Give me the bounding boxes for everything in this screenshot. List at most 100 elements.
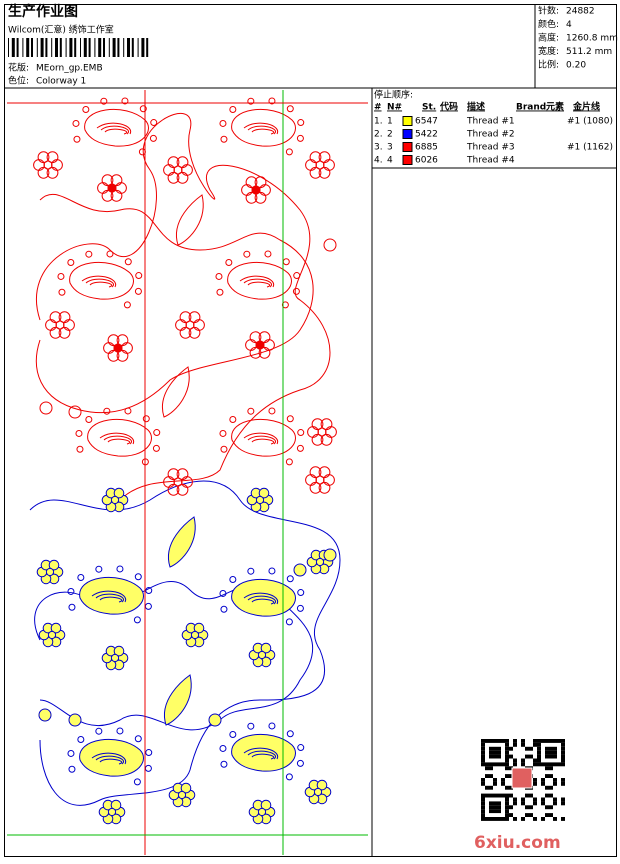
flower-center	[255, 495, 265, 505]
row-desc: Thread #4	[466, 156, 515, 166]
petal	[167, 156, 180, 169]
row-code: 6026	[415, 156, 438, 166]
petal	[258, 487, 270, 499]
dot	[293, 272, 301, 280]
barcode-bar	[80, 38, 81, 57]
petal	[58, 326, 71, 339]
qr-cell	[537, 739, 541, 743]
dot	[116, 565, 124, 573]
qr-cell	[545, 785, 549, 790]
outer-frame	[4, 4, 617, 857]
info-value: 511.2 mm	[566, 47, 612, 57]
column-header: 代码	[439, 101, 458, 113]
dot	[153, 429, 161, 437]
qr-cell	[533, 778, 537, 782]
qr-cell	[481, 739, 485, 743]
qr-cell	[561, 739, 565, 743]
qr-cell	[533, 797, 537, 802]
title: 生产作业图	[8, 3, 78, 20]
dot	[124, 258, 132, 266]
qr-cell	[537, 750, 541, 755]
petal	[167, 468, 180, 481]
qr-cell	[545, 746, 549, 751]
qr-cell	[481, 762, 485, 767]
row-sequins: #1 (1080)	[567, 117, 613, 127]
paisley-line	[104, 128, 128, 135]
petal	[254, 191, 267, 204]
flower-center	[110, 495, 120, 505]
dot	[243, 250, 251, 258]
barcode-bar	[74, 38, 77, 57]
qr-cell	[545, 739, 549, 743]
paisley	[231, 578, 296, 617]
qr-cell	[513, 739, 517, 743]
qr-cell	[521, 742, 525, 747]
qr-cell	[549, 750, 553, 755]
petal	[318, 466, 331, 479]
leaf	[167, 516, 196, 568]
dot	[229, 415, 237, 423]
petal	[258, 331, 271, 344]
qr-cell	[549, 785, 553, 790]
flower-center	[107, 807, 117, 817]
dot	[133, 616, 141, 624]
paisley-line	[81, 275, 117, 288]
paisley-line	[99, 758, 123, 765]
qr-cell	[549, 805, 553, 810]
dot	[285, 458, 293, 466]
barcode-bar	[108, 38, 110, 57]
qr-cell	[549, 739, 553, 743]
qr-cell	[501, 793, 505, 798]
dot	[219, 589, 227, 597]
qr-cell	[497, 739, 501, 743]
qr-cell	[513, 817, 517, 821]
dot	[216, 288, 224, 296]
dot	[229, 575, 237, 583]
qr-cell	[505, 797, 509, 802]
paisley-line	[251, 753, 275, 760]
dot	[134, 287, 142, 295]
petal	[254, 176, 267, 189]
petal	[318, 481, 331, 494]
column-header: N#	[387, 103, 402, 113]
qr-cell	[497, 801, 501, 806]
barcode-bar	[55, 38, 58, 57]
qr-cell	[485, 793, 489, 798]
qr-cell	[505, 805, 509, 810]
row-code: 6547	[415, 117, 438, 127]
barcode-bar	[137, 38, 139, 57]
qr-cell	[501, 739, 505, 743]
dot	[150, 119, 158, 127]
barcode-bar	[94, 38, 96, 57]
flower-center	[257, 807, 267, 817]
row-code: 5422	[415, 130, 438, 140]
qr-cell	[505, 754, 509, 759]
dot	[264, 250, 272, 258]
qr-cell	[525, 746, 529, 751]
dot	[121, 97, 129, 105]
paisley-line	[239, 275, 275, 288]
qr-cell	[509, 805, 513, 810]
qr-cell	[485, 817, 489, 821]
dot	[72, 119, 80, 127]
dot	[75, 429, 83, 437]
color-swatch	[402, 142, 413, 152]
flower-center	[313, 787, 323, 797]
leaf	[163, 674, 192, 726]
paisley	[231, 418, 296, 457]
qr-cell	[481, 781, 485, 786]
paisley-line	[247, 125, 277, 135]
qr-cell	[561, 750, 565, 755]
qr-cell	[497, 746, 501, 751]
qr-cell	[509, 785, 513, 790]
qr-cell	[481, 813, 485, 817]
dot	[297, 589, 305, 597]
qr-cell	[505, 742, 509, 747]
row-desc: Thread #2	[466, 130, 515, 140]
barcode-bar	[112, 38, 116, 57]
qr-cell	[481, 809, 485, 814]
qr-cell	[561, 746, 565, 751]
design-label: 花版:	[8, 62, 29, 74]
stitch-line	[35, 193, 314, 414]
